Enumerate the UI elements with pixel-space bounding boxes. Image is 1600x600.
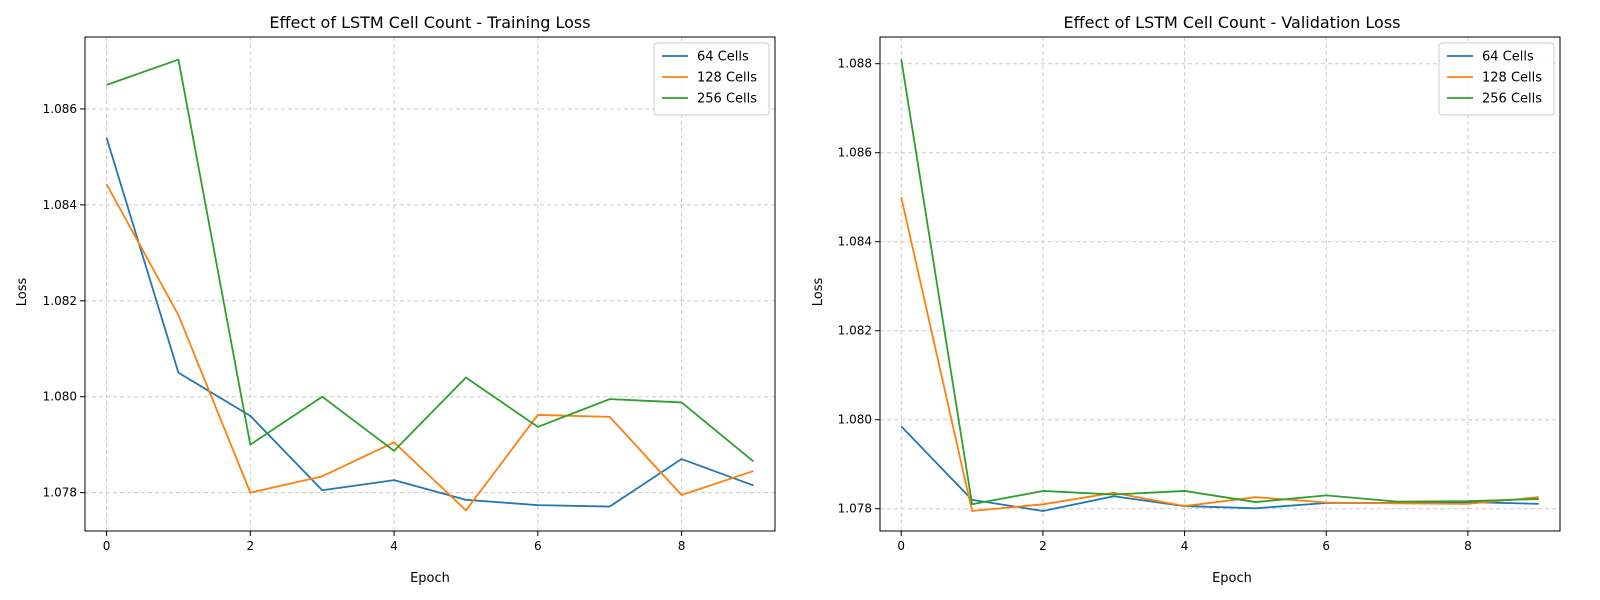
y-tick-label: 1.080 [838,413,872,427]
y-tick-label: 1.082 [43,294,77,308]
x-tick-label: 6 [534,539,542,553]
x-tick-label: 2 [1039,539,1047,553]
x-tick-label: 8 [1464,539,1472,553]
x-tick-label: 6 [1322,539,1330,553]
legend-entry-label: 256 Cells [697,92,757,107]
y-tick-label: 1.078 [43,486,77,500]
legend-box [653,42,770,116]
series-line-256-cells [900,59,1539,506]
x-tick-label: 2 [246,539,254,553]
y-tick-label: 1.086 [838,146,872,160]
legend: 64 Cells 128 Cells 256 Cells [1438,42,1555,116]
series-line-128-cells [105,183,754,512]
series-line-64-cells [105,137,754,508]
y-tick-label: 1.084 [43,198,77,212]
y-axis-label: Loss [15,278,30,307]
series-line-128-cells [900,197,1539,512]
legend-entry-label: 64 Cells [697,50,749,65]
y-tick-label: 1.084 [838,235,872,249]
legend-entry-label: 128 Cells [697,71,757,86]
y-tick-label: 1.082 [838,324,872,338]
x-tick-label: 0 [103,539,111,553]
y-tick-label: 1.088 [838,57,872,71]
legend-box [1438,42,1555,116]
legend-entry-label: 128 Cells [1482,71,1542,86]
legend: 64 Cells 128 Cells 256 Cells [653,42,770,116]
training-loss-chart: Effect of LSTM Cell Count - Training Los… [15,13,776,586]
x-tick-label: 4 [1181,539,1189,553]
validation-loss-chart: Effect of LSTM Cell Count - Validation L… [811,13,1561,586]
y-tick-label: 1.078 [838,502,872,516]
legend-entry-label: 256 Cells [1482,92,1542,107]
chart-title: Effect of LSTM Cell Count - Training Los… [269,13,590,32]
plot-frame [84,36,776,532]
y-axis-label: Loss [811,278,826,307]
series-line-256-cells [106,58,755,463]
x-tick-label: 0 [897,539,905,553]
x-axis-label: Epoch [410,571,450,586]
x-tick-label: 4 [390,539,398,553]
legend-entry-label: 64 Cells [1482,50,1534,65]
x-axis-label: Epoch [1212,571,1252,586]
y-tick-label: 1.086 [43,102,77,116]
plot-frame [879,36,1561,532]
y-tick-label: 1.080 [43,390,77,404]
chart-title: Effect of LSTM Cell Count - Validation L… [1063,13,1400,32]
x-tick-label: 8 [678,539,686,553]
series-line-64-cells [900,425,1539,512]
